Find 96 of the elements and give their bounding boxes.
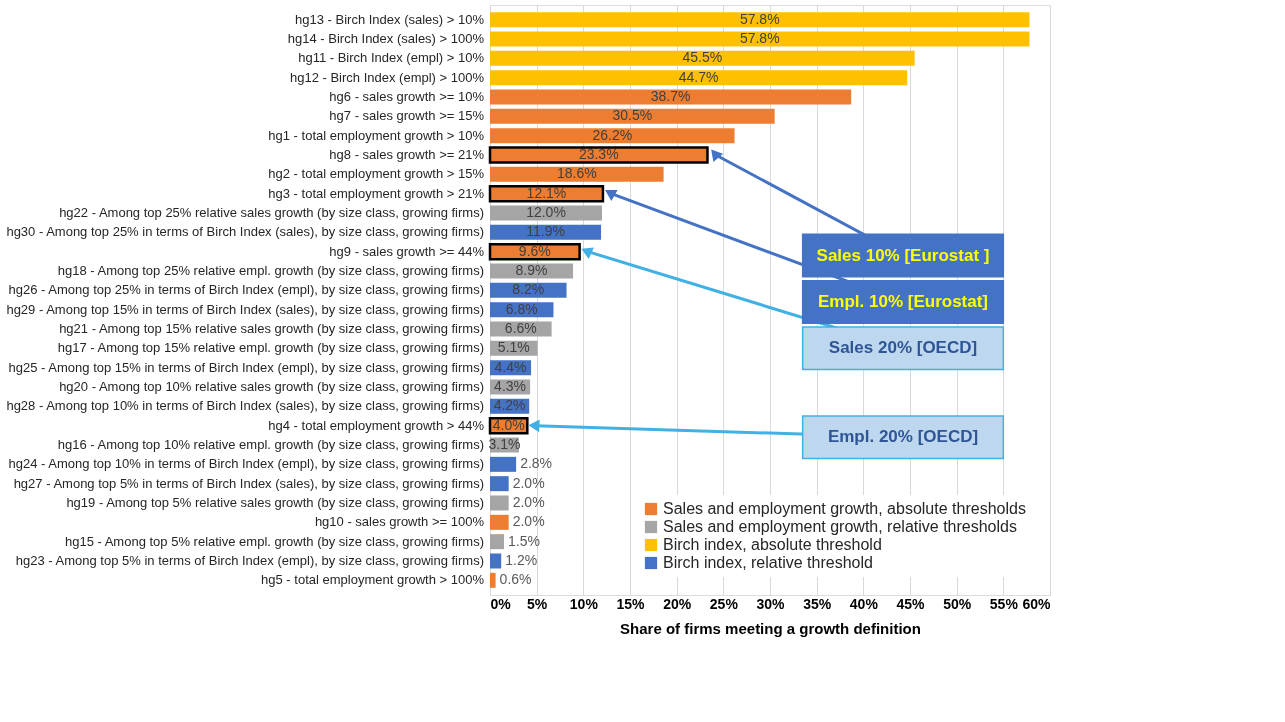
y-tick-label: hg12 - Birch Index (empl) > 100% — [289, 69, 485, 85]
data-label: 57.8% — [739, 10, 780, 27]
bar — [490, 128, 735, 144]
data-label: 2.0% — [512, 494, 545, 510]
data-label: 44.7% — [678, 68, 719, 85]
x-tick-label: 25% — [709, 595, 739, 612]
annotation: Sales 20% [OECD] — [828, 338, 978, 358]
x-tick-label: 45% — [896, 595, 926, 612]
y-tick-label: hg6 - sales growth >= 10% — [329, 89, 485, 104]
data-label: 11.9% — [526, 223, 565, 240]
y-tick-label: hg10 - sales growth >= 100% — [314, 514, 485, 530]
y-tick-label: hg1 - total employment growth > 10% — [268, 127, 485, 143]
bar — [490, 495, 509, 511]
annotation: Sales 10% [Eurostat ] — [816, 245, 990, 265]
y-tick-label: hg17 - Among top 15% relative empl. growth (by size class, growing firms) — [57, 340, 484, 356]
y-tick-label: hg29 - Among top 15% in terms of Birch Index (sales), by size class, growing firms) — [6, 301, 484, 317]
data-label: 8.9% — [515, 262, 548, 278]
y-tick-label: hg19 - Among top 5% relative sales growth (by size class, growing firms) — [66, 495, 484, 510]
y-tick-label: hg7 - sales growth >= 15% — [329, 108, 485, 124]
y-tick-label: hg4 - total employment growth > 44% — [268, 417, 485, 433]
data-label: 12.1% — [526, 184, 567, 201]
data-label: 2.0% — [512, 474, 545, 491]
bar — [490, 12, 1030, 28]
data-label: 38.7% — [650, 88, 691, 104]
bar — [490, 572, 496, 588]
x-tick-label: 30% — [756, 595, 786, 612]
y-tick-label: hg26 - Among top 25% in terms of Birch Index (empl), by size class, growing firms) — [8, 282, 484, 298]
x-tick-label: 15% — [616, 595, 646, 612]
y-tick-label: hg5 - total employment growth > 100% — [261, 572, 485, 588]
legend-label: Birch index, relative threshold — [663, 554, 873, 571]
y-tick-label: hg8 - sales growth >= 21% — [329, 147, 485, 162]
data-label: 18.6% — [556, 165, 597, 182]
legend-label: Sales and employment growth, relative thresholds — [663, 518, 1017, 535]
data-label: 57.8% — [739, 30, 780, 46]
data-label: 1.2% — [505, 552, 538, 568]
y-tick-label: hg14 - Birch Index (sales) > 100% — [287, 31, 485, 46]
bar — [490, 476, 509, 492]
data-label: 9.6% — [518, 242, 551, 259]
y-tick-label: hg15 - Among top 5% relative empl. growth (by size class, growing firms) — [64, 533, 484, 549]
bar — [490, 166, 664, 182]
annotation: Empl. 20% [OECD] — [827, 427, 979, 447]
legend-label: Sales and employment growth, absolute thresholds — [663, 500, 1026, 517]
data-label: 5.1% — [497, 339, 530, 356]
bar — [490, 456, 517, 472]
y-tick-label: hg30 - Among top 25% in terms of Birch Index (sales), by size class, growing firms) — [6, 224, 484, 240]
x-tick-label: 55% — [989, 595, 1019, 612]
y-tick-label: hg11 - Birch Index (empl) > 10% — [298, 50, 485, 66]
x-tick-label: 5% — [527, 595, 548, 612]
y-tick-label: hg20 - Among top 10% relative sales growth (by size class, growing firms) — [59, 379, 484, 394]
data-label: 2.0% — [512, 513, 545, 530]
data-label: 23.3% — [578, 146, 619, 162]
data-label: 12.0% — [526, 204, 566, 220]
x-tick-label: 0% — [490, 595, 512, 612]
data-label: 4.2% — [493, 397, 526, 414]
y-tick-label: hg16 - Among top 10% relative empl. growth (by size class, growing firms) — [57, 437, 484, 452]
x-tick-label: 60% — [1022, 595, 1052, 612]
data-label: 4.3% — [494, 378, 527, 394]
y-tick-label: hg3 - total employment growth > 21% — [268, 185, 485, 201]
data-label: 26.2% — [592, 126, 633, 143]
y-tick-label: hg13 - Birch Index (sales) > 10% — [295, 11, 485, 27]
data-label: 4.0% — [492, 416, 525, 433]
y-tick-label: hg28 - Among top 10% in terms of Birch Index (sales), by size class, growing firms) — [6, 398, 484, 414]
data-label: 1.5% — [508, 532, 540, 549]
x-axis-title: Share of firms meeting a growth definition — [620, 619, 921, 637]
bar — [490, 553, 502, 569]
bar — [490, 534, 504, 550]
x-tick-label: 20% — [663, 595, 692, 612]
bar — [490, 514, 509, 530]
data-label: 45.5% — [682, 49, 723, 66]
y-tick-label: hg27 - Among top 5% in terms of Birch Index (sales), by size class, growing firms) — [13, 475, 484, 491]
bar — [490, 50, 915, 66]
y-tick-label: hg2 - total employment growth > 15% — [268, 166, 485, 182]
legend-label: Birch index, absolute threshold — [663, 536, 882, 553]
data-label: 6.8% — [505, 300, 538, 317]
x-tick-label: 35% — [803, 595, 832, 612]
data-label: 30.5% — [612, 107, 653, 124]
data-label: 6.6% — [504, 320, 537, 336]
y-tick-label: hg23 - Among top 5% in terms of Birch Index (empl), by size class, growing firms) — [15, 553, 484, 568]
y-tick-label: hg21 - Among top 15% relative sales growth (by size class, growing firms) — [59, 321, 484, 336]
bar — [490, 31, 1030, 47]
bar — [490, 70, 908, 86]
y-tick-label: hg9 - sales growth >= 44% — [329, 243, 485, 259]
annotation: Empl. 10% [Eurostat] — [817, 291, 989, 311]
data-label: 4.4% — [494, 358, 527, 375]
bar — [490, 108, 775, 124]
x-tick-label: 40% — [849, 595, 879, 612]
x-tick-label: 50% — [943, 595, 972, 612]
data-label: 0.6% — [499, 571, 532, 588]
y-tick-label: hg25 - Among top 15% in terms of Birch Index (empl), by size class, growing firms) — [8, 359, 484, 375]
bar — [490, 89, 852, 105]
y-tick-label: hg18 - Among top 25% relative empl. growth (by size class, growing firms) — [57, 263, 484, 278]
data-label: 8.2% — [512, 281, 545, 298]
y-tick-label: hg24 - Among top 10% in terms of Birch Index (empl), by size class, growing firms) — [8, 456, 484, 472]
data-label: 2.8% — [520, 455, 553, 472]
y-tick-label: hg22 - Among top 25% relative sales growth (by size class, growing firms) — [59, 205, 484, 220]
x-tick-label: 10% — [569, 595, 599, 612]
